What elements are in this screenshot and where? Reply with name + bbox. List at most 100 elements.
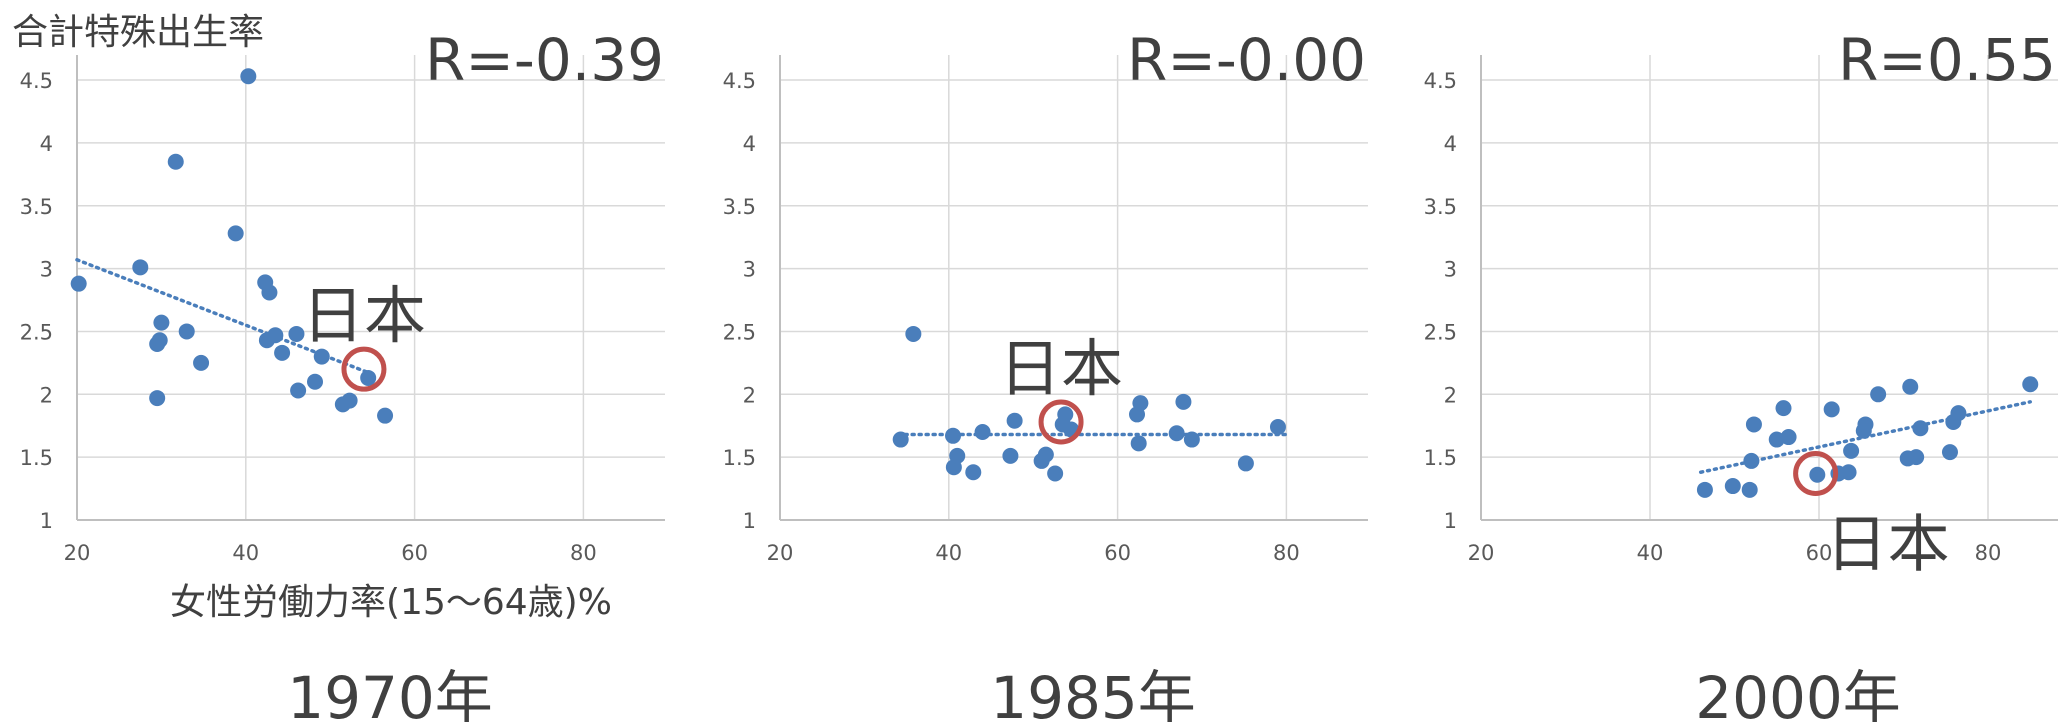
data-point bbox=[945, 427, 962, 444]
x-tick-label: 60 bbox=[1806, 541, 1833, 565]
data-point bbox=[1743, 452, 1760, 469]
data-point bbox=[261, 284, 278, 301]
x-tick-label: 20 bbox=[767, 541, 794, 565]
data-point bbox=[1843, 442, 1860, 459]
data-point bbox=[1168, 425, 1185, 442]
x-tick-label: 40 bbox=[935, 541, 962, 565]
data-point bbox=[153, 314, 170, 331]
data-point bbox=[1057, 406, 1074, 423]
y-tick-label: 4.5 bbox=[723, 69, 756, 93]
data-point bbox=[1006, 412, 1023, 429]
year-label: 2000年 bbox=[1695, 664, 1901, 722]
y-tick-label: 1 bbox=[743, 509, 756, 533]
data-point bbox=[1780, 429, 1797, 446]
data-point bbox=[288, 325, 305, 342]
data-point bbox=[1857, 416, 1874, 433]
data-point bbox=[70, 275, 87, 292]
japan-label: 日本 bbox=[1826, 507, 1950, 580]
y-tick-label: 4.5 bbox=[1424, 69, 1457, 93]
data-point bbox=[1237, 455, 1254, 472]
x-tick-label: 80 bbox=[1975, 541, 2002, 565]
data-point bbox=[377, 407, 394, 424]
y-tick-label: 2.5 bbox=[723, 320, 756, 344]
y-tick-label: 4.5 bbox=[20, 69, 53, 93]
japan-highlight-circle bbox=[341, 346, 387, 392]
data-point bbox=[1950, 405, 1967, 422]
year-label: 1970年 bbox=[287, 664, 493, 722]
y-tick-label: 1 bbox=[40, 509, 53, 533]
data-point bbox=[2022, 376, 2039, 393]
data-point bbox=[1724, 478, 1741, 495]
data-point bbox=[1269, 418, 1286, 435]
data-point bbox=[267, 327, 284, 344]
japan-highlight-circle bbox=[1038, 399, 1084, 445]
correlation-label: R=-0.39 bbox=[425, 26, 664, 94]
y-tick-label: 1.5 bbox=[1424, 446, 1457, 470]
data-point bbox=[151, 332, 168, 349]
data-point bbox=[307, 373, 324, 390]
data-point bbox=[178, 323, 195, 340]
correlation-label: R=0.55 bbox=[1838, 26, 2056, 94]
y-tick-label: 1.5 bbox=[723, 446, 756, 470]
y-tick-label: 4 bbox=[40, 132, 53, 156]
data-point bbox=[360, 369, 377, 386]
data-point bbox=[1912, 420, 1929, 437]
data-point bbox=[1745, 416, 1762, 433]
x-tick-label: 40 bbox=[232, 541, 259, 565]
x-tick-label: 20 bbox=[64, 541, 91, 565]
japan-label: 日本 bbox=[302, 279, 426, 352]
data-point bbox=[341, 392, 358, 409]
data-point bbox=[240, 68, 257, 85]
x-tick-label: 60 bbox=[401, 541, 428, 565]
x-tick-label: 80 bbox=[1273, 541, 1300, 565]
y-tick-label: 2 bbox=[1444, 383, 1457, 407]
data-point bbox=[1696, 481, 1713, 498]
y-tick-label: 3 bbox=[40, 258, 53, 282]
data-point bbox=[1132, 395, 1149, 412]
data-point bbox=[1941, 444, 1958, 461]
correlation-label: R=-0.00 bbox=[1127, 26, 1366, 94]
year-label: 1985年 bbox=[990, 664, 1196, 722]
japan-highlight-circle bbox=[1793, 450, 1839, 496]
data-point bbox=[274, 344, 291, 361]
x-axis-title: 女性労働力率(15～64歳)% bbox=[170, 582, 612, 623]
data-point bbox=[1130, 435, 1147, 452]
y-tick-label: 2 bbox=[40, 383, 53, 407]
data-point bbox=[1908, 449, 1925, 466]
data-point bbox=[193, 354, 210, 371]
data-point bbox=[1175, 393, 1192, 410]
data-point bbox=[227, 225, 244, 242]
data-point bbox=[313, 348, 330, 365]
data-point bbox=[1823, 401, 1840, 418]
data-point bbox=[149, 390, 166, 407]
data-point bbox=[1037, 446, 1054, 463]
y-tick-label: 3.5 bbox=[1424, 195, 1457, 219]
data-point bbox=[1047, 465, 1064, 482]
data-point bbox=[1775, 400, 1792, 417]
y-tick-label: 3 bbox=[1444, 258, 1457, 282]
data-point bbox=[1870, 386, 1887, 403]
y-tick-label: 3.5 bbox=[20, 195, 53, 219]
y-axis-title: 合計特殊出生率 bbox=[12, 12, 264, 53]
y-tick-label: 2.5 bbox=[20, 320, 53, 344]
data-point bbox=[965, 464, 982, 481]
y-tick-label: 3.5 bbox=[723, 195, 756, 219]
data-point bbox=[1902, 378, 1919, 395]
data-point bbox=[1183, 431, 1200, 448]
japan-label: 日本 bbox=[999, 332, 1123, 405]
y-tick-label: 4 bbox=[743, 132, 756, 156]
data-point bbox=[1840, 464, 1857, 481]
y-tick-label: 1 bbox=[1444, 509, 1457, 533]
x-tick-label: 60 bbox=[1104, 541, 1131, 565]
y-tick-label: 2.5 bbox=[1424, 320, 1457, 344]
data-point bbox=[892, 431, 909, 448]
data-point bbox=[1809, 466, 1826, 483]
data-point bbox=[974, 424, 991, 441]
data-point bbox=[132, 259, 149, 276]
x-tick-label: 80 bbox=[570, 541, 597, 565]
data-point bbox=[949, 447, 966, 464]
data-point bbox=[167, 153, 184, 170]
data-point bbox=[1002, 447, 1019, 464]
x-tick-label: 20 bbox=[1468, 541, 1495, 565]
